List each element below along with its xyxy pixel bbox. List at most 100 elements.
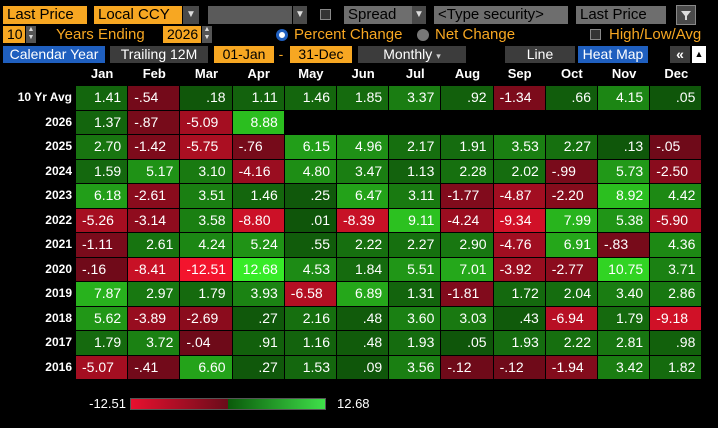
heat-cell[interactable]: -8.41 bbox=[128, 257, 181, 282]
heat-cell[interactable]: .27 bbox=[232, 355, 285, 380]
heat-cell[interactable] bbox=[598, 110, 651, 135]
heat-cell[interactable]: 2.04 bbox=[545, 282, 598, 307]
heat-cell[interactable]: -2.50 bbox=[650, 159, 703, 184]
period-dropdown[interactable]: Monthly ▾ bbox=[358, 46, 466, 63]
heat-cell[interactable]: -5.90 bbox=[650, 208, 703, 233]
heat-cell[interactable]: -2.69 bbox=[180, 306, 233, 331]
collapse-button[interactable]: « bbox=[670, 46, 690, 63]
heat-cell[interactable]: -6.94 bbox=[545, 306, 598, 331]
heat-cell[interactable]: 5.24 bbox=[232, 233, 285, 258]
heat-cell[interactable] bbox=[284, 110, 337, 135]
security-input[interactable]: <Type security> bbox=[434, 6, 568, 24]
heat-cell[interactable] bbox=[493, 110, 546, 135]
heat-cell[interactable]: 3.72 bbox=[128, 331, 181, 356]
heat-cell[interactable]: 9.11 bbox=[389, 208, 442, 233]
heat-cell[interactable]: 3.40 bbox=[598, 282, 651, 307]
heat-cell[interactable]: -9.18 bbox=[650, 306, 703, 331]
heat-cell[interactable]: 3.53 bbox=[493, 135, 546, 160]
heat-cell[interactable]: 6.60 bbox=[180, 355, 233, 380]
heat-cell[interactable]: 3.93 bbox=[232, 282, 285, 307]
heat-cell[interactable]: 1.91 bbox=[441, 135, 494, 160]
heat-cell[interactable]: 4.42 bbox=[650, 184, 703, 209]
heat-cell[interactable]: .66 bbox=[545, 86, 598, 111]
heat-cell[interactable]: .55 bbox=[284, 233, 337, 258]
years-input[interactable]: 10 bbox=[3, 26, 25, 43]
heat-cell[interactable]: -9.34 bbox=[493, 208, 546, 233]
heat-cell[interactable]: -1.11 bbox=[76, 233, 129, 258]
heat-map-button[interactable]: Heat Map bbox=[578, 46, 648, 63]
heat-cell[interactable]: -2.20 bbox=[545, 184, 598, 209]
heat-cell[interactable] bbox=[337, 110, 390, 135]
heat-cell[interactable]: -5.26 bbox=[76, 208, 129, 233]
heat-cell[interactable]: .01 bbox=[284, 208, 337, 233]
heat-cell[interactable] bbox=[545, 110, 598, 135]
heat-cell[interactable]: -5.09 bbox=[180, 110, 233, 135]
heat-cell[interactable]: 4.15 bbox=[598, 86, 651, 111]
stepper-down-icon[interactable]: ▼ bbox=[27, 34, 35, 41]
currency-dropdown[interactable]: Local CCY bbox=[94, 6, 182, 24]
heat-cell[interactable]: -.16 bbox=[76, 257, 129, 282]
heat-cell[interactable]: -.76 bbox=[232, 135, 285, 160]
heat-cell[interactable]: -.87 bbox=[128, 110, 181, 135]
heat-cell[interactable]: -8.80 bbox=[232, 208, 285, 233]
heat-cell[interactable]: 5.38 bbox=[598, 208, 651, 233]
from-date-input[interactable]: 01-Jan bbox=[214, 46, 274, 63]
heat-cell[interactable]: -.41 bbox=[128, 355, 181, 380]
heat-cell[interactable]: 8.92 bbox=[598, 184, 651, 209]
heat-cell[interactable]: 1.16 bbox=[284, 331, 337, 356]
heat-cell[interactable]: 7.01 bbox=[441, 257, 494, 282]
heat-cell[interactable]: 1.82 bbox=[650, 355, 703, 380]
heat-cell[interactable]: .27 bbox=[232, 306, 285, 331]
heat-cell[interactable]: 3.71 bbox=[650, 257, 703, 282]
heat-cell[interactable]: .92 bbox=[441, 86, 494, 111]
heat-cell[interactable]: 2.81 bbox=[598, 331, 651, 356]
heat-cell[interactable]: 10.75 bbox=[598, 257, 651, 282]
heat-cell[interactable]: -.04 bbox=[180, 331, 233, 356]
heat-cell[interactable]: 2.22 bbox=[337, 233, 390, 258]
heat-cell[interactable]: .91 bbox=[232, 331, 285, 356]
heat-cell[interactable]: 2.22 bbox=[545, 331, 598, 356]
heat-cell[interactable]: 4.96 bbox=[337, 135, 390, 160]
metric-dropdown[interactable]: Last Price bbox=[3, 6, 87, 24]
heat-cell[interactable]: .13 bbox=[598, 135, 651, 160]
spread-checkbox[interactable] bbox=[320, 9, 331, 20]
to-date-input[interactable]: 31-Dec bbox=[290, 46, 352, 63]
heat-cell[interactable]: .98 bbox=[650, 331, 703, 356]
heat-cell[interactable]: -8.39 bbox=[337, 208, 390, 233]
heat-cell[interactable]: 7.99 bbox=[545, 208, 598, 233]
stepper-up-icon[interactable]: ▲ bbox=[27, 26, 35, 33]
heat-cell[interactable]: 6.18 bbox=[76, 184, 129, 209]
heat-cell[interactable]: 8.88 bbox=[232, 110, 285, 135]
heat-cell[interactable]: 6.47 bbox=[337, 184, 390, 209]
heat-cell[interactable]: -3.92 bbox=[493, 257, 546, 282]
heat-cell[interactable]: 3.58 bbox=[180, 208, 233, 233]
blank-dropdown[interactable] bbox=[208, 6, 292, 24]
heat-cell[interactable]: 5.51 bbox=[389, 257, 442, 282]
heat-cell[interactable]: .43 bbox=[493, 306, 546, 331]
heat-cell[interactable]: 2.28 bbox=[441, 159, 494, 184]
heat-cell[interactable]: 1.79 bbox=[76, 331, 129, 356]
heat-cell[interactable]: 4.24 bbox=[180, 233, 233, 258]
heat-cell[interactable]: 3.47 bbox=[337, 159, 390, 184]
heat-cell[interactable]: -4.16 bbox=[232, 159, 285, 184]
percent-change-radio[interactable] bbox=[276, 29, 288, 41]
heat-cell[interactable]: -4.76 bbox=[493, 233, 546, 258]
blank-chevron-down-icon[interactable]: ▼ bbox=[293, 6, 307, 24]
heat-cell[interactable]: 1.84 bbox=[337, 257, 390, 282]
heat-cell[interactable]: 1.59 bbox=[76, 159, 129, 184]
heat-cell[interactable]: -1.94 bbox=[545, 355, 598, 380]
metric2-dropdown[interactable]: Last Price bbox=[576, 6, 666, 24]
heat-cell[interactable]: 6.91 bbox=[545, 233, 598, 258]
heat-cell[interactable]: 1.37 bbox=[76, 110, 129, 135]
heat-cell[interactable]: 1.31 bbox=[389, 282, 442, 307]
heat-cell[interactable]: 4.36 bbox=[650, 233, 703, 258]
heat-cell[interactable]: 1.79 bbox=[598, 306, 651, 331]
heat-cell[interactable] bbox=[441, 110, 494, 135]
spread-chevron-down-icon[interactable]: ▼ bbox=[412, 6, 426, 24]
heat-cell[interactable]: 4.53 bbox=[284, 257, 337, 282]
tab-calendar-year[interactable]: Calendar Year bbox=[3, 46, 105, 63]
heat-cell[interactable]: 3.11 bbox=[389, 184, 442, 209]
heat-cell[interactable]: -.54 bbox=[128, 86, 181, 111]
heat-cell[interactable]: .48 bbox=[337, 331, 390, 356]
heat-cell[interactable]: 3.10 bbox=[180, 159, 233, 184]
